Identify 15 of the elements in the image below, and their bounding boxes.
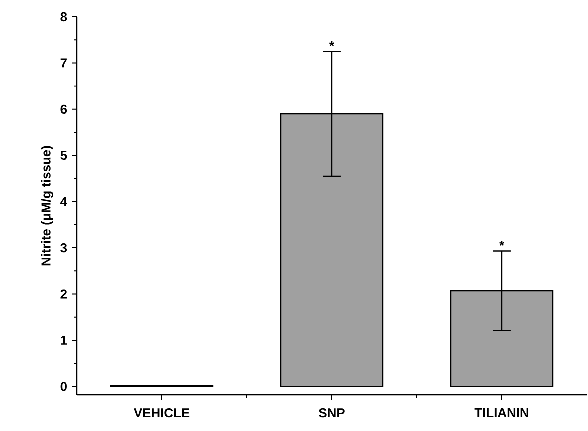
x-tick-label: VEHICLE: [134, 408, 190, 418]
x-tick-label: TILIANIN: [474, 408, 528, 418]
annotation: *: [500, 241, 505, 246]
y-tick-label: 2: [60, 290, 67, 299]
y-tick-label: 3: [60, 243, 68, 253]
y-tick-label: 6: [60, 104, 68, 114]
y-tick-label: 0: [60, 382, 67, 392]
y-tick-label: 4: [60, 197, 68, 206]
y-tick-label: 7: [60, 58, 67, 68]
y-tick-label: 8: [60, 12, 68, 22]
y-axis-title: Nitrite (μM/g tissue): [41, 146, 54, 266]
y-tick-label: 1: [61, 336, 68, 345]
y-tick-label: 5: [60, 151, 68, 160]
x-tick-label: SNP: [319, 408, 345, 418]
annotation: *: [330, 42, 335, 46]
